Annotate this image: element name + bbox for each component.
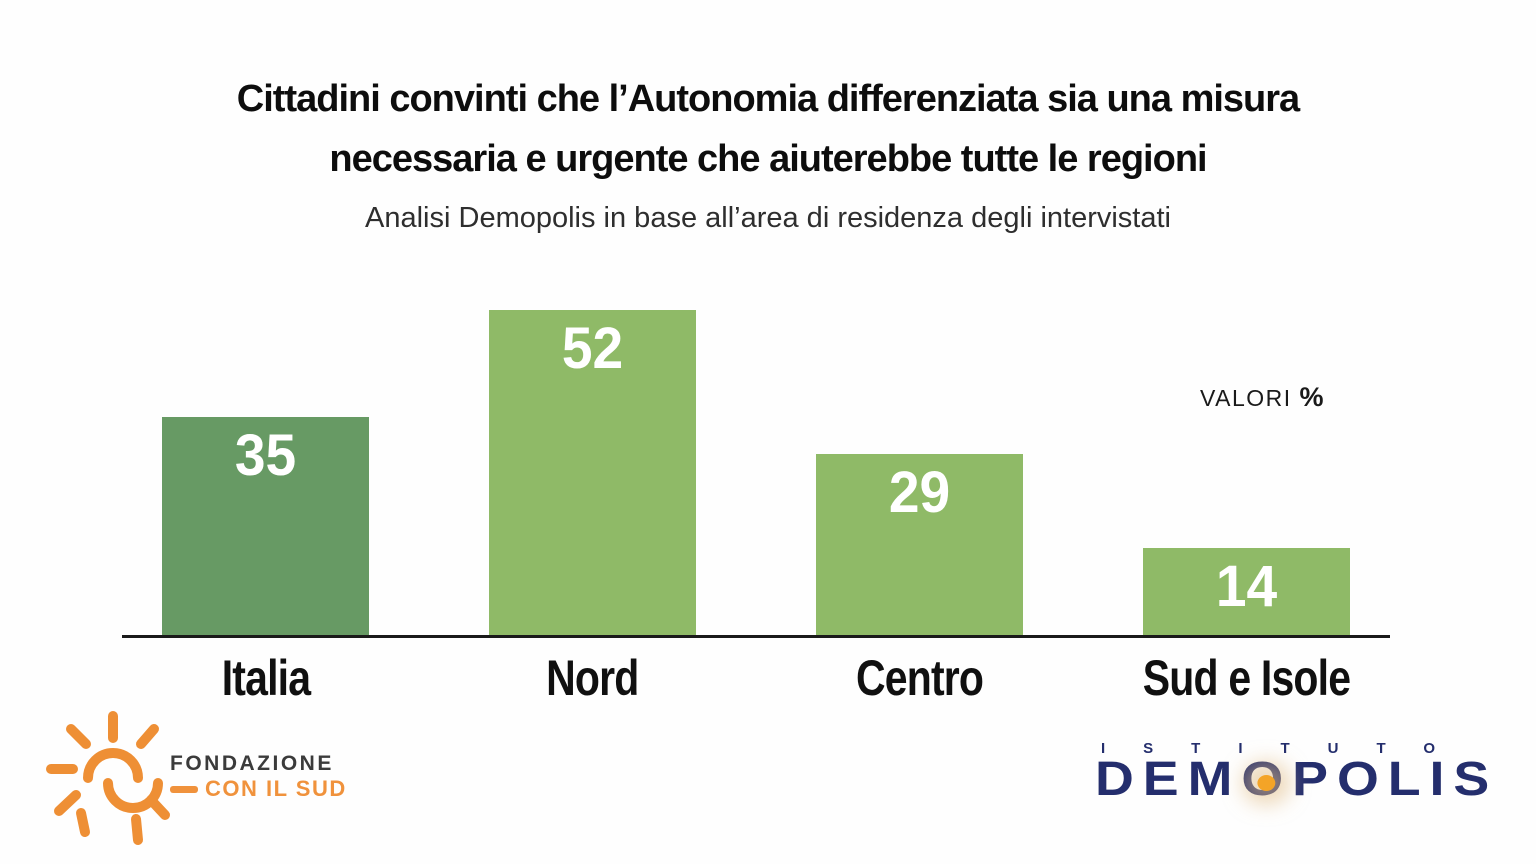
- bar-nord: 52: [489, 310, 696, 636]
- bar-sud-e-isole: 14: [1143, 548, 1350, 636]
- chart-title-line-1: Cittadini convinti che l’Autonomia diffe…: [236, 78, 1300, 120]
- x-axis-line: [122, 635, 1390, 638]
- istituto-demopolis-logo: ISTITUTO DEMOPOLIS: [1095, 740, 1495, 820]
- x-axis-label-italia: Italia: [221, 650, 310, 706]
- demopolis-dem: DEM: [1095, 753, 1242, 806]
- bar-value-label: 14: [1215, 554, 1278, 619]
- con-il-sud-dash: [170, 785, 198, 793]
- valori-percent-note: VALORI %: [1200, 382, 1380, 413]
- fondazione-con-il-sud-logo: FONDAZIONE CON IL SUD: [44, 704, 384, 859]
- bar-italia: 35: [162, 417, 369, 636]
- fondazione-label: FONDAZIONE: [170, 752, 334, 775]
- valori-text: VALORI: [1200, 385, 1292, 411]
- bar-value-label: 52: [561, 316, 624, 381]
- demopolis-wordmark: DEMOPOLIS: [1095, 756, 1498, 804]
- x-axis-label-nord: Nord: [546, 650, 639, 706]
- istituto-label: ISTITUTO: [1101, 740, 1474, 757]
- chart-subtitle: Analisi Demopolis in base all’area di re…: [365, 202, 1171, 234]
- chart-title-line-2: necessaria e urgente che aiuterebbe tutt…: [329, 138, 1207, 180]
- demopolis-o-dot-icon: [1257, 774, 1276, 791]
- con-il-sud-text: CON IL SUD: [205, 776, 347, 802]
- sun-icon: [46, 711, 170, 845]
- bar-value-label: 35: [234, 423, 297, 488]
- fondazione-text: FONDAZIONE CON IL SUD: [170, 752, 384, 803]
- bar-value-label: 29: [888, 460, 951, 525]
- x-axis-label-centro: Centro: [855, 650, 984, 706]
- con-il-sud-label: CON IL SUD: [170, 776, 384, 802]
- bar-centro: 29: [816, 454, 1023, 636]
- percent-symbol: %: [1299, 382, 1324, 412]
- x-axis-label-sud-e-isole: Sud e Isole: [1142, 650, 1351, 706]
- demopolis-polis: POLIS: [1292, 753, 1499, 806]
